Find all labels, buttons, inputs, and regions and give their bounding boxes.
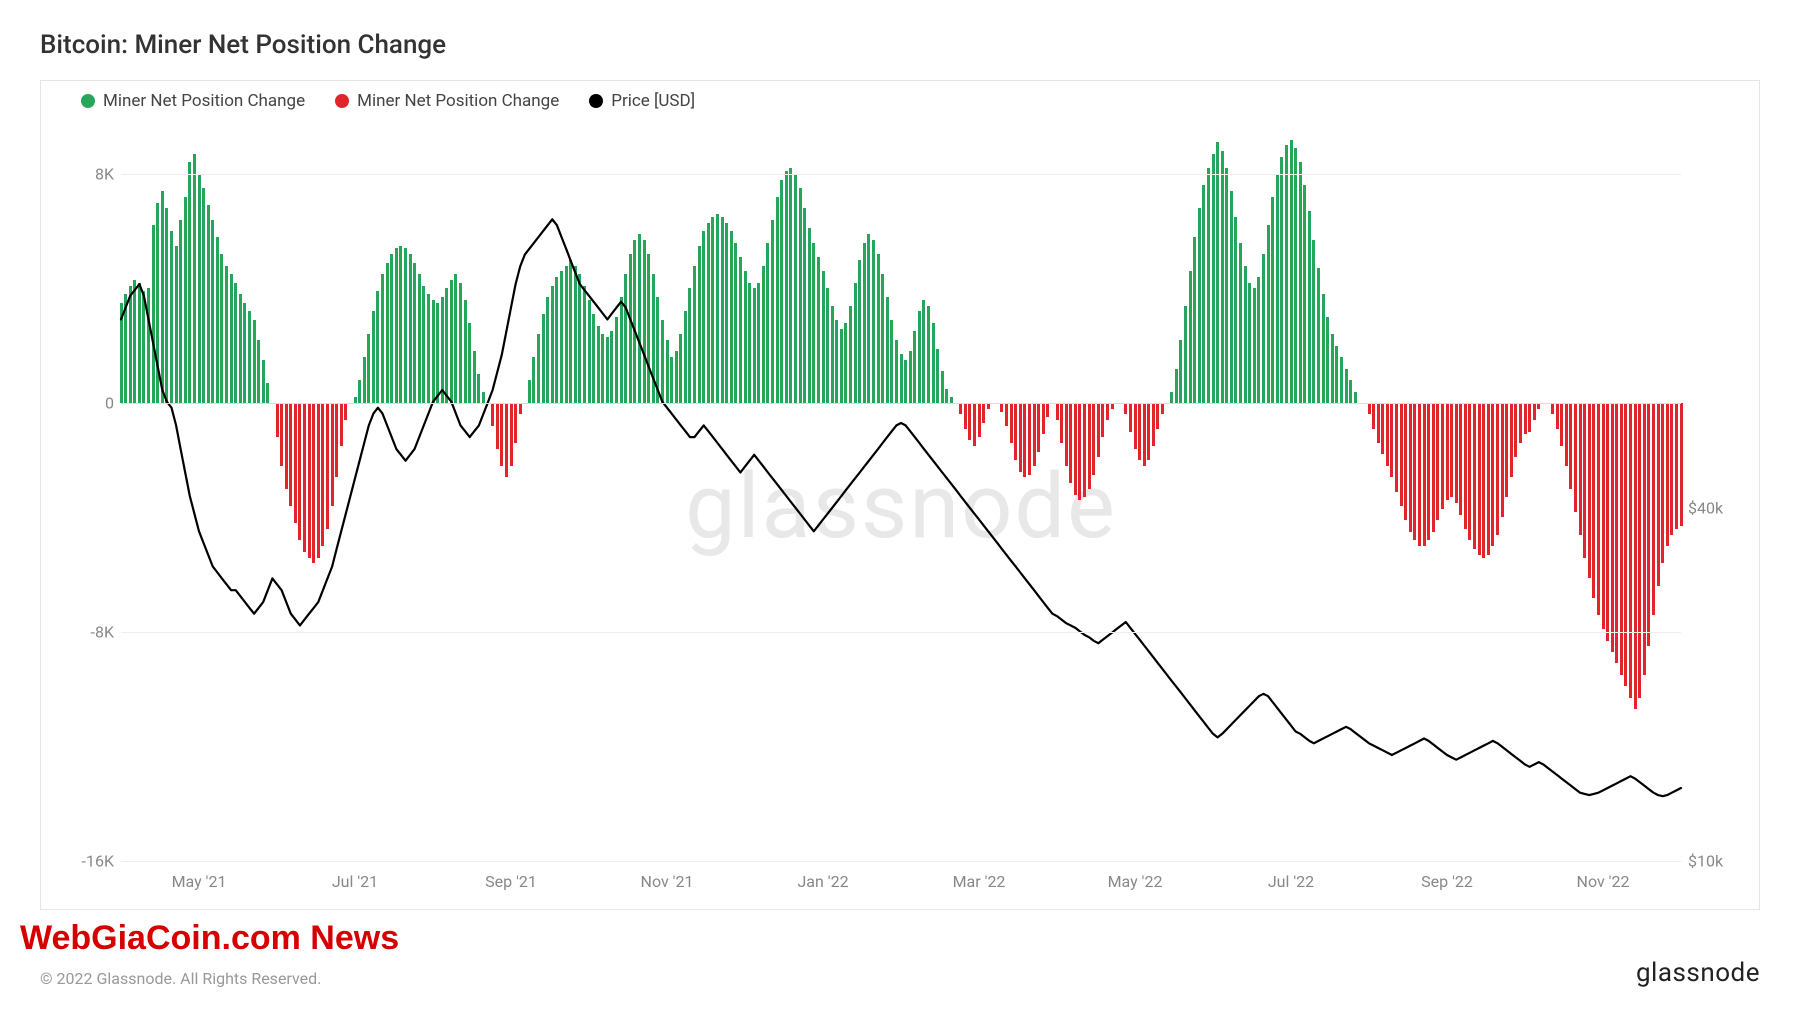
- y-tick-right: $40k: [1688, 498, 1736, 517]
- plot-area: glassnode 8K0-8K-16K$40k$10kMay '21Jul '…: [121, 131, 1681, 861]
- legend-label-positive: Miner Net Position Change: [103, 91, 305, 111]
- legend-item-positive: Miner Net Position Change: [81, 91, 305, 111]
- news-overlay: WebGiaCoin.com News: [20, 919, 399, 958]
- x-tick: Sep '22: [1421, 872, 1473, 891]
- y-tick-left: 0: [66, 393, 114, 412]
- swatch-negative: [335, 94, 349, 108]
- gridline: [121, 861, 1681, 862]
- chart-title: Bitcoin: Miner Net Position Change: [40, 30, 1760, 60]
- footer-brand: glassnode: [1636, 958, 1760, 988]
- x-tick: Jan '22: [797, 872, 848, 891]
- x-tick: Jul '21: [332, 872, 378, 891]
- y-tick-left: -8K: [66, 622, 114, 641]
- gridline: [121, 174, 1681, 175]
- x-tick: Jul '22: [1268, 872, 1314, 891]
- gridline: [121, 403, 1681, 404]
- price-line: [121, 131, 1681, 861]
- swatch-positive: [81, 94, 95, 108]
- legend-item-negative: Miner Net Position Change: [335, 91, 559, 111]
- x-tick: Mar '22: [953, 872, 1006, 891]
- legend: Miner Net Position Change Miner Net Posi…: [81, 91, 695, 111]
- price-path: [121, 219, 1681, 796]
- x-tick: Nov '22: [1577, 872, 1630, 891]
- legend-label-negative: Miner Net Position Change: [357, 91, 559, 111]
- x-tick: May '22: [1108, 872, 1163, 891]
- y-tick-left: 8K: [66, 164, 114, 183]
- gridline: [121, 632, 1681, 633]
- swatch-price: [589, 94, 603, 108]
- legend-label-price: Price [USD]: [611, 91, 695, 111]
- legend-item-price: Price [USD]: [589, 91, 695, 111]
- y-tick-left: -16K: [66, 852, 114, 871]
- x-tick: Sep '21: [485, 872, 537, 891]
- chart-frame: Miner Net Position Change Miner Net Posi…: [40, 80, 1760, 910]
- y-tick-right: $10k: [1688, 852, 1736, 871]
- x-tick: Nov '21: [641, 872, 694, 891]
- footer-copyright: © 2022 Glassnode. All Rights Reserved.: [40, 969, 321, 988]
- x-tick: May '21: [172, 872, 227, 891]
